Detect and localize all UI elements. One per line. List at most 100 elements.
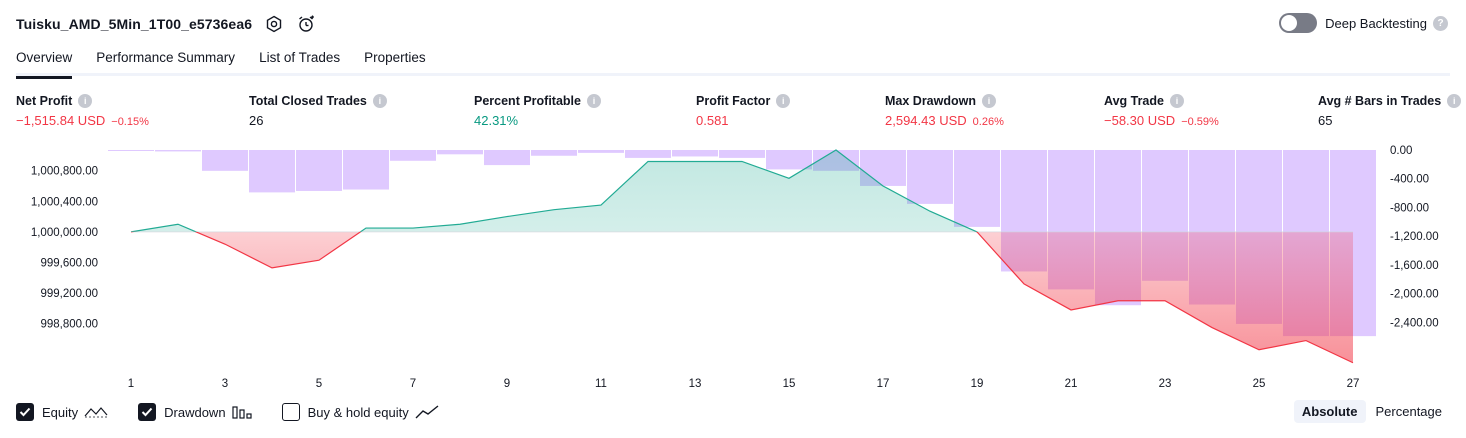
drawdown-checkbox[interactable]	[138, 403, 157, 421]
settings-button[interactable]	[264, 14, 284, 34]
metric-label: Percent Profitable	[474, 94, 581, 108]
tab-properties[interactable]: Properties	[364, 50, 426, 65]
drawdown-bar	[343, 150, 389, 190]
drawdown-bar	[108, 150, 154, 151]
right-axis-tick: -2,400.00	[1390, 317, 1439, 329]
x-axis-tick: 21	[1065, 378, 1078, 390]
equity-line-up	[130, 149, 978, 232]
strategy-title: Tuisku_AMD_5Min_1T00_e5736ea6	[16, 16, 253, 32]
tab-overview[interactable]: Overview	[16, 46, 73, 79]
x-axis-tick: 17	[877, 378, 890, 390]
legend-equity-label: Equity	[42, 404, 79, 420]
left-axis-tick: 1,000,800.00	[31, 166, 98, 178]
info-icon[interactable]: i	[586, 94, 601, 108]
drawdown-bar	[954, 150, 1000, 227]
deep-backtesting-label: Deep Backtesting	[1325, 15, 1427, 31]
drawdown-bar	[531, 150, 577, 156]
info-icon[interactable]: i	[1447, 94, 1462, 108]
question-icon[interactable]: ?	[1433, 15, 1448, 31]
mode-percentage-button[interactable]: Percentage	[1375, 404, 1443, 419]
toggle-knob	[1281, 15, 1298, 31]
metric-avg-trade: Avg Trade i −58.30 USD −0.59%	[1104, 94, 1219, 128]
metric-label: Total Closed Trades	[249, 94, 367, 108]
x-axis-tick: 13	[689, 378, 702, 390]
alarm-clock-icon	[299, 15, 315, 32]
drawdown-bar	[484, 150, 530, 166]
legend-equity[interactable]: Equity	[16, 403, 108, 421]
x-axis-tick: 25	[1253, 378, 1266, 390]
x-axis-tick: 19	[971, 378, 984, 390]
info-icon[interactable]: i	[776, 94, 791, 108]
right-axis-tick: -2,000.00	[1390, 289, 1439, 301]
x-axis-tick: 15	[783, 378, 796, 390]
legend-drawdown[interactable]: Drawdown	[138, 403, 252, 421]
x-axis-tick: 3	[222, 378, 228, 390]
deep-backtesting-toggle[interactable]	[1279, 13, 1318, 33]
add-alert-button[interactable]	[296, 14, 316, 34]
metric-avg-bars-in-trades: Avg # Bars in Trades i 65	[1318, 94, 1462, 128]
legend-buy-hold-label: Buy & hold equity	[307, 404, 409, 420]
info-icon[interactable]: i	[78, 94, 93, 108]
metric-value: 65	[1318, 113, 1333, 128]
drawdown-bar	[155, 150, 201, 152]
info-icon[interactable]: i	[982, 94, 996, 108]
drawdown-bar	[719, 150, 765, 158]
metric-max-drawdown: Max Drawdown i 2,594.43 USD 0.26%	[885, 94, 1004, 128]
drawdown-bars-icon	[231, 405, 252, 419]
metric-label: Profit Factor	[696, 94, 771, 108]
drawdown-bar	[907, 150, 953, 204]
right-axis-tick: 0.00	[1390, 145, 1412, 157]
value-mode-switch: Absolute Percentage	[1292, 400, 1450, 423]
x-axis-tick: 7	[410, 378, 416, 390]
equity-checkbox[interactable]	[16, 403, 34, 421]
metric-sub: −0.59%	[1181, 116, 1219, 128]
metric-value: 2,594.43 USD	[885, 113, 967, 128]
drawdown-bar	[578, 150, 624, 153]
metric-label: Net Profit	[16, 94, 73, 108]
drawdown-bar	[766, 150, 812, 170]
metric-value: 26	[249, 113, 264, 128]
legend-buy-hold[interactable]: Buy & hold equity	[281, 403, 439, 421]
equity-line-icon	[84, 405, 108, 419]
metric-sub: −0.15%	[111, 116, 149, 128]
equity-line-down	[130, 231, 1354, 364]
drawdown-bar	[437, 150, 483, 155]
metric-label: Max Drawdown	[885, 94, 976, 108]
x-axis-tick: 23	[1159, 378, 1172, 390]
metric-total-closed-trades: Total Closed Trades i 26	[249, 94, 387, 128]
tab-list-of-trades[interactable]: List of Trades	[259, 50, 341, 65]
drawdown-bar	[249, 150, 295, 193]
buy-hold-checkbox[interactable]	[281, 403, 300, 421]
mode-absolute-button[interactable]: Absolute	[1293, 400, 1366, 423]
tab-performance-summary[interactable]: Performance Summary	[96, 50, 236, 65]
equity-chart[interactable]: 1,000,800.00 1,000,400.00 1,000,000.00 999,…	[0, 140, 1466, 396]
chart-legend: Equity Drawdown Buy & hold equity	[16, 403, 469, 421]
report-header: Tuisku_AMD_5Min_1T00_e5736ea6	[16, 12, 316, 36]
x-axis-tick: 27	[1347, 378, 1360, 390]
right-axis-tick: -1,200.00	[1390, 231, 1439, 243]
drawdown-bar	[390, 150, 436, 161]
drawdown-bar	[202, 150, 248, 171]
info-icon[interactable]: i	[372, 94, 387, 108]
left-axis-tick: 999,200.00	[40, 288, 98, 300]
report-tabs: Overview Performance Summary List of Tra…	[16, 46, 1450, 79]
left-axis-tick: 998,800.00	[40, 319, 98, 331]
right-axis-tick: -1,600.00	[1390, 260, 1439, 272]
drawdown-bar	[672, 150, 718, 157]
x-axis-tick: 5	[316, 378, 322, 390]
metric-value: 42.31%	[474, 113, 519, 128]
metric-net-profit: Net Profit i −1,515.84 USD −0.15%	[16, 94, 149, 128]
metric-percent-profitable: Percent Profitable i 42.31%	[474, 94, 601, 128]
info-icon[interactable]: i	[1169, 94, 1184, 108]
legend-drawdown-label: Drawdown	[164, 404, 226, 420]
metric-sub: 0.26%	[972, 116, 1004, 128]
metric-value: −1,515.84 USD	[16, 113, 106, 128]
x-axis-tick: 9	[504, 378, 510, 390]
drawdown-bar	[296, 150, 342, 191]
right-axis-tick: -800.00	[1390, 202, 1429, 214]
x-axis-tick: 1	[128, 378, 134, 390]
gear-icon	[266, 15, 282, 33]
x-axis-tick: 11	[595, 378, 607, 390]
equity-area-down	[131, 231, 1353, 363]
trend-line-icon	[415, 405, 439, 419]
